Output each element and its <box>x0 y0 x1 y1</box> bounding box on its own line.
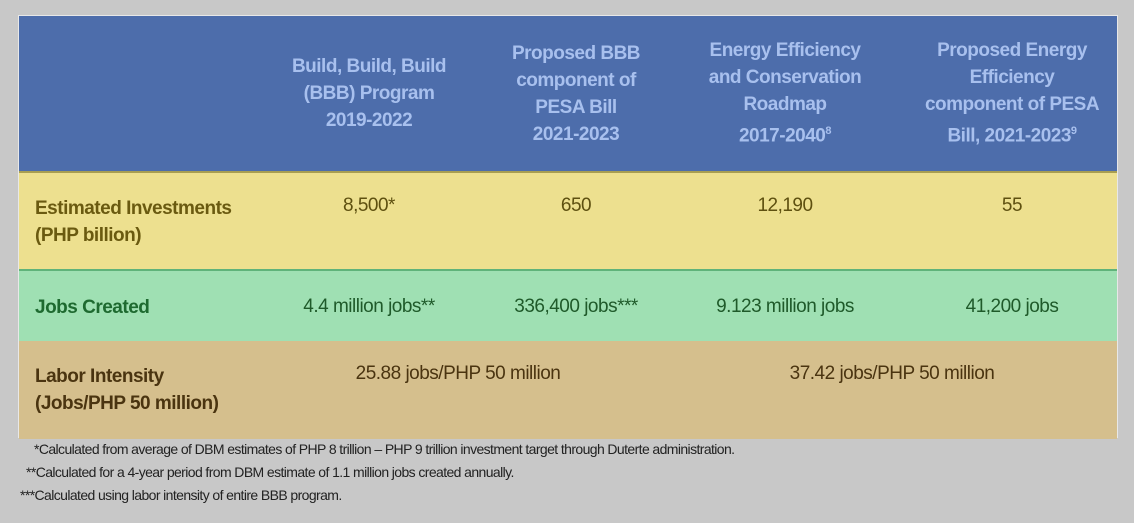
table-cell: 650 <box>560 195 592 216</box>
table-cell: 37.42 jobs/PHP 50 million <box>789 363 995 384</box>
header-line: Bill, 2021-2023 <box>947 125 1071 147</box>
jobs-row: Jobs Created 4.4 million jobs** 336,400 … <box>19 269 1117 345</box>
row-label: Labor Intensity (Jobs/PHP 50 million) <box>35 341 265 439</box>
table-cell: 12,190 <box>757 195 813 216</box>
row-label: Jobs Created <box>35 296 150 318</box>
header-line: PESA Bill <box>535 96 617 118</box>
header-line: Build, Build, Build <box>291 56 447 77</box>
table-cell: 41,200 jobs <box>965 296 1059 317</box>
header-energy-roadmap: Energy Efficiency and Conservation Roadm… <box>665 16 905 171</box>
table-cell: 55 <box>1001 195 1023 216</box>
footnote: *Calculated from average of DBM estimate… <box>34 441 735 457</box>
header-line: 2021-2023 <box>532 123 620 145</box>
table-cell: 4.4 million jobs** <box>303 296 435 317</box>
investments-row: Estimated Investments (PHP billion) 8,50… <box>19 171 1117 271</box>
header-bbb-program: Build, Build, Build (BBB) Program 2019-2… <box>251 16 487 171</box>
row-label: Estimated Investments (PHP billion) <box>35 173 265 271</box>
header-line: 2017-2040 <box>738 125 826 147</box>
footnote: ***Calculated using labor intensity of e… <box>20 487 342 503</box>
row-label-line: (PHP billion) <box>35 225 142 246</box>
header-line: component of PESA <box>924 94 1100 116</box>
header-line: Energy Efficiency <box>709 40 861 62</box>
header-line: component of <box>516 69 636 91</box>
footnote: **Calculated for a 4-year period from DB… <box>26 464 514 480</box>
header-energy-pesa: Proposed Energy Efficiency component of … <box>905 16 1119 171</box>
table-cell: 25.88 jobs/PHP 50 million <box>355 363 561 384</box>
header-line: Efficiency <box>969 67 1055 89</box>
row-label-line: Estimated Investments <box>35 198 232 219</box>
table-cell: 336,400 jobs*** <box>514 296 638 317</box>
header-line: 2019-2022 <box>325 110 413 131</box>
row-label-line: (Jobs/PHP 50 million) <box>35 393 219 414</box>
table-cell: 9.123 million jobs <box>716 296 854 317</box>
header-row: Build, Build, Build (BBB) Program 2019-2… <box>19 16 1117 171</box>
header-bbb-pesa: Proposed BBB component of PESA Bill 2021… <box>487 16 665 171</box>
investment-jobs-table: Build, Build, Build (BBB) Program 2019-2… <box>18 15 1118 439</box>
footnote-ref: 8 <box>825 125 831 138</box>
table-cell: 8,500* <box>343 195 395 216</box>
header-line: Proposed BBB <box>511 42 641 64</box>
header-line: and Conservation <box>708 67 862 89</box>
header-line: Roadmap <box>743 94 827 116</box>
header-line: Proposed Energy <box>937 40 1087 62</box>
footnote-ref: 9 <box>1070 125 1077 138</box>
labor-intensity-row: Labor Intensity (Jobs/PHP 50 million) 25… <box>19 341 1117 439</box>
header-line: (BBB) Program <box>303 83 435 104</box>
row-label-line: Labor Intensity <box>35 366 164 387</box>
